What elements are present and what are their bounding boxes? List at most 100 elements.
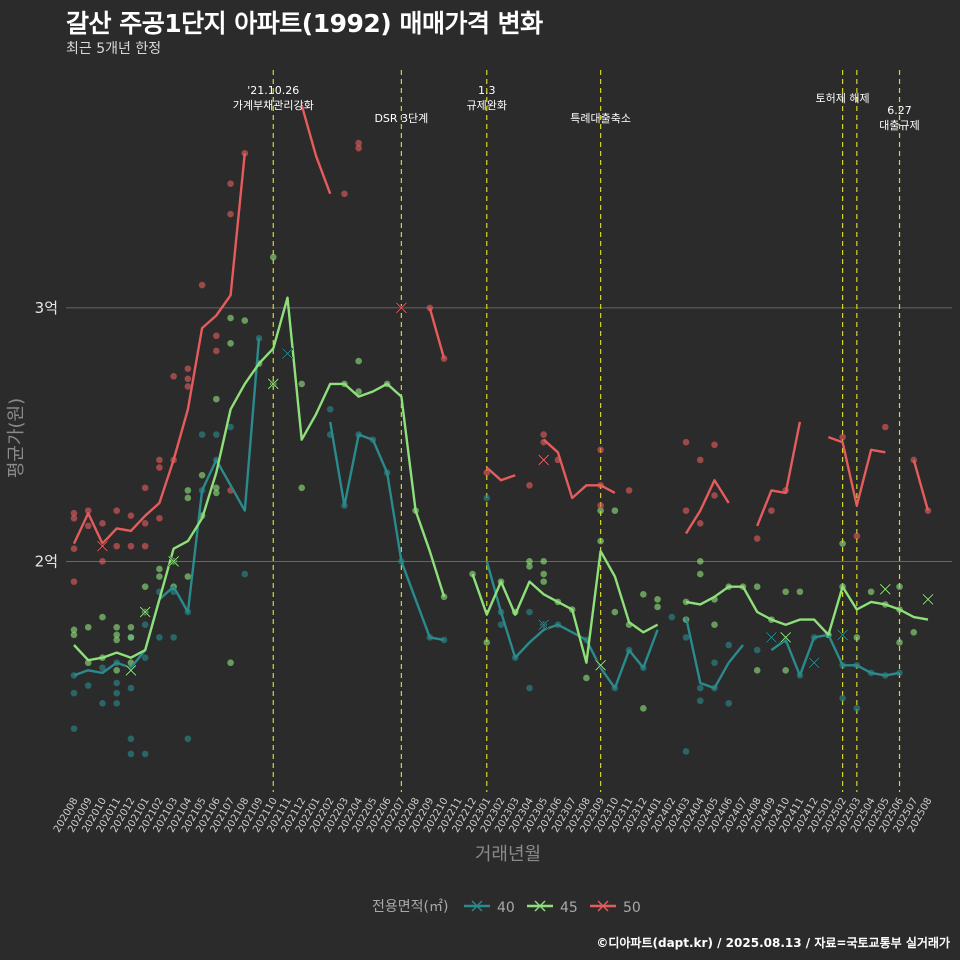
point-40	[526, 608, 533, 616]
series-lines	[72, 104, 930, 690]
point-40	[497, 621, 505, 629]
point-40	[668, 613, 676, 621]
point-45	[696, 558, 704, 565]
cross-marker-45	[879, 583, 892, 595]
cross-marker-45	[267, 378, 279, 390]
point-45	[213, 395, 220, 403]
cross-stroke	[168, 555, 180, 567]
cross-marker-45	[779, 631, 792, 644]
point-45	[184, 487, 192, 494]
point-50	[84, 522, 92, 530]
point-50	[84, 507, 92, 514]
point-45	[99, 613, 106, 621]
point-40	[696, 697, 704, 705]
cross-marker-45	[922, 593, 934, 606]
point-45	[184, 573, 192, 580]
point-40	[839, 694, 846, 702]
point-50	[213, 347, 220, 355]
cross-stroke	[267, 378, 279, 390]
cross-marker-45	[167, 555, 180, 568]
point-40	[725, 699, 733, 707]
point-40	[99, 699, 106, 707]
point-40	[241, 570, 249, 578]
point-40	[255, 334, 263, 342]
point-50	[184, 375, 192, 383]
cross-stroke	[808, 657, 820, 669]
point-40	[141, 654, 149, 661]
cross-marker-40	[765, 631, 778, 644]
point-45	[910, 629, 918, 636]
point-45	[640, 590, 647, 598]
point-45	[70, 626, 78, 634]
legend-title: 전용면적(㎡)	[372, 899, 448, 915]
point-50	[99, 520, 106, 527]
point-50	[341, 190, 348, 198]
point-45	[753, 667, 761, 674]
legend-item-40: 40	[464, 900, 515, 916]
policy-annotation: 1.3	[478, 84, 496, 97]
cross-marker-45	[594, 659, 607, 671]
point-50	[853, 532, 861, 540]
cross-stroke	[595, 659, 607, 671]
policy-annotation: '21.10.26	[247, 84, 299, 97]
policy-annotation: 토허제 해제	[816, 91, 870, 105]
point-40	[70, 725, 78, 732]
point-40	[141, 750, 149, 758]
cross-markers	[96, 302, 934, 677]
point-50	[184, 365, 192, 373]
point-40	[227, 423, 234, 431]
point-50	[70, 509, 78, 517]
policy-annotation: 가계부채관리강화	[233, 99, 314, 112]
transaction-points	[70, 139, 932, 758]
source-caption: ©디아파트(dapt.kr) / 2025.08.13 / 자료=국토교통부 실…	[596, 936, 950, 950]
cross-stroke	[766, 631, 777, 643]
point-40	[170, 634, 177, 641]
point-45	[853, 634, 861, 641]
point-50	[696, 520, 704, 527]
cross-marker-50	[96, 540, 109, 552]
policy-annotation: 규제완화	[467, 99, 507, 112]
legend-item-50: 50	[590, 900, 641, 916]
point-45	[711, 621, 718, 629]
series-line-40	[73, 338, 900, 690]
series-line-50	[72, 104, 930, 545]
point-40	[526, 684, 533, 692]
x-axis-ticks: 2020082020092020102020112020122021012021…	[52, 796, 935, 835]
point-40	[156, 634, 163, 641]
y-axis-label: 평균가(원)	[6, 398, 27, 478]
point-45	[113, 667, 120, 674]
point-40	[141, 621, 149, 629]
legend-swatch-cross	[534, 900, 546, 912]
point-50	[682, 438, 690, 446]
y-axis-ticks: 2억 3억	[35, 299, 58, 570]
point-50	[141, 542, 149, 550]
legend-item-45: 45	[527, 900, 578, 916]
point-50	[113, 507, 120, 514]
point-40	[896, 669, 903, 677]
point-40	[326, 405, 334, 413]
cross-stroke	[780, 631, 792, 643]
point-45	[597, 507, 604, 514]
point-40	[725, 641, 733, 649]
point-45	[526, 558, 533, 565]
cross-stroke	[538, 454, 550, 466]
point-50	[839, 433, 846, 441]
point-50	[882, 423, 889, 431]
point-45	[526, 563, 533, 570]
point-45	[298, 484, 306, 492]
point-45	[696, 570, 704, 578]
point-50	[483, 469, 491, 476]
legend: 전용면적(㎡) 40 45 50	[372, 899, 641, 916]
cross-marker-40	[808, 657, 820, 669]
point-45	[640, 705, 647, 712]
point-50	[170, 373, 177, 380]
point-50	[184, 383, 192, 390]
y-tick-label: 2억	[35, 552, 58, 570]
cross-marker-40	[537, 619, 550, 631]
point-45	[156, 573, 163, 580]
point-50	[540, 431, 547, 438]
cross-stroke	[395, 302, 407, 314]
point-45	[597, 537, 604, 545]
point-50	[141, 520, 149, 527]
point-45	[896, 639, 903, 646]
